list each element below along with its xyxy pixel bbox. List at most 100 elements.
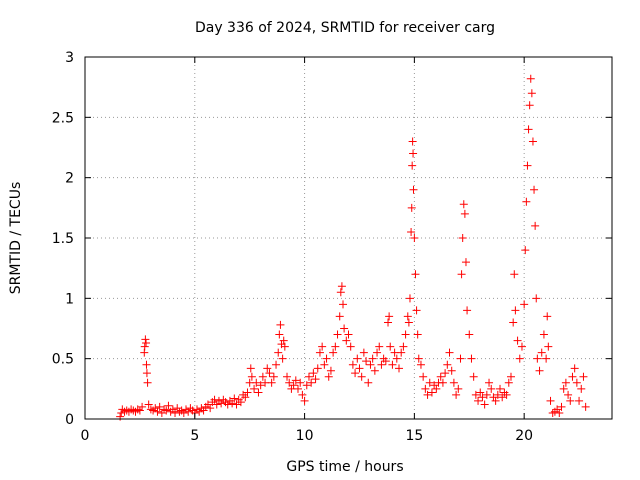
- data-point-marker: [142, 360, 151, 369]
- data-point-marker: [438, 378, 447, 387]
- data-point-marker: [476, 388, 485, 397]
- data-point-marker: [386, 342, 395, 351]
- data-point-marker: [533, 354, 542, 363]
- x-axis-ticks: 0 5 10 15 20: [81, 57, 533, 444]
- data-point-marker: [254, 388, 263, 397]
- data-point-marker: [408, 161, 417, 170]
- x-tick-label: 0: [81, 428, 90, 444]
- data-point-marker: [373, 348, 382, 357]
- data-point-marker: [326, 366, 335, 375]
- data-point-marker: [407, 203, 416, 212]
- data-point-marker: [291, 376, 300, 385]
- data-point-marker: [407, 227, 416, 236]
- data-point-marker: [364, 378, 373, 387]
- data-point-marker: [496, 384, 505, 393]
- data-point-marker: [572, 378, 581, 387]
- data-point-marker: [409, 149, 418, 158]
- data-point-marker: [135, 406, 144, 415]
- chart-title: Day 336 of 2024, SRMTID for receiver car…: [195, 20, 495, 36]
- data-point-marker: [511, 306, 520, 315]
- data-point-marker: [353, 354, 362, 363]
- data-point-marker: [432, 384, 441, 393]
- data-point-marker: [546, 396, 555, 405]
- y-tick-label: 0.5: [52, 352, 74, 368]
- data-point-marker: [570, 364, 579, 373]
- data-point-marker: [351, 369, 360, 378]
- data-point-marker: [340, 324, 349, 333]
- data-point-marker: [460, 209, 469, 218]
- data-point-marker: [461, 258, 470, 267]
- data-point-marker: [280, 342, 289, 351]
- data-point-marker: [474, 396, 483, 405]
- data-point-marker: [140, 342, 149, 351]
- data-point-marker: [557, 402, 566, 411]
- data-point-marker: [171, 408, 180, 417]
- data-point-marker: [575, 396, 584, 405]
- data-point-marker: [568, 372, 577, 381]
- data-point-marker: [523, 161, 532, 170]
- data-point-marker: [478, 393, 487, 402]
- data-point-marker: [543, 312, 552, 321]
- data-point-marker: [311, 375, 320, 384]
- data-point-marker: [401, 330, 410, 339]
- data-point-marker: [313, 364, 322, 373]
- data-point-marker: [532, 294, 541, 303]
- data-point-marker: [577, 384, 586, 393]
- data-point-marker: [243, 388, 252, 397]
- data-point-marker: [267, 378, 276, 387]
- data-point-marker: [252, 378, 261, 387]
- data-point-marker: [265, 369, 274, 378]
- data-point-marker: [416, 360, 425, 369]
- data-point-marker: [463, 306, 472, 315]
- data-point-marker: [530, 185, 539, 194]
- data-point-marker: [258, 372, 267, 381]
- y-tick-label: 1.5: [52, 231, 74, 247]
- data-point-marker: [526, 74, 535, 83]
- x-tick-label: 15: [405, 428, 423, 444]
- data-point-marker: [210, 395, 219, 404]
- data-point-marker: [366, 360, 375, 369]
- data-point-marker: [117, 408, 126, 417]
- data-point-marker: [528, 137, 537, 146]
- data-point-marker: [155, 402, 164, 411]
- data-point-marker: [564, 390, 573, 399]
- data-point-marker: [459, 200, 468, 209]
- data-point-marker: [143, 378, 152, 387]
- data-point-marker: [138, 402, 147, 411]
- data-point-marker: [579, 372, 588, 381]
- data-point-marker: [485, 378, 494, 387]
- data-point-marker: [144, 400, 153, 409]
- data-point-marker: [315, 348, 324, 357]
- data-point-marker: [276, 320, 285, 329]
- data-point-marker: [381, 357, 390, 366]
- data-point-marker: [283, 372, 292, 381]
- data-point-marker: [527, 89, 536, 98]
- data-point-marker: [445, 348, 454, 357]
- data-point-marker: [537, 348, 546, 357]
- data-point-marker: [520, 300, 529, 309]
- data-point-marker: [504, 378, 513, 387]
- data-point-marker: [375, 342, 384, 351]
- data-point-marker: [522, 197, 531, 206]
- data-point-marker: [515, 354, 524, 363]
- data-point-marker: [269, 372, 278, 381]
- data-point-marker: [449, 378, 458, 387]
- data-point-marker: [454, 384, 463, 393]
- data-point-marker: [423, 390, 432, 399]
- data-point-marker: [142, 338, 151, 347]
- data-point-marker: [357, 372, 366, 381]
- data-point-marker: [467, 354, 476, 363]
- data-point-marker: [414, 354, 423, 363]
- data-point-marker: [531, 221, 540, 230]
- data-point-marker: [509, 318, 518, 327]
- data-point-marker: [555, 408, 564, 417]
- data-point-marker: [502, 390, 511, 399]
- data-point-marker: [535, 366, 544, 375]
- data-point-marker: [337, 282, 346, 291]
- data-point-marker: [331, 342, 340, 351]
- data-point-marker: [324, 372, 333, 381]
- data-point-marker: [506, 372, 515, 381]
- data-point-marker: [399, 342, 408, 351]
- x-tick-label: 5: [190, 428, 199, 444]
